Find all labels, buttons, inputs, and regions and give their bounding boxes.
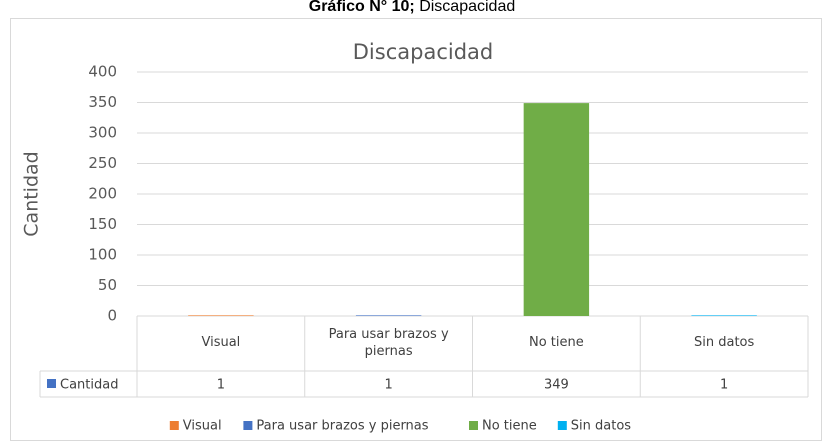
- chart-title: Discapacidad: [353, 40, 493, 64]
- y-tick-label: 50: [98, 276, 117, 294]
- y-tick-label: 250: [88, 154, 117, 172]
- caption: Gráfico N° 10; Discapacidad: [309, 0, 516, 15]
- legend-key: [243, 421, 253, 430]
- table-legend-key: [47, 379, 56, 388]
- bar: [188, 315, 254, 316]
- caption-text: Discapacidad: [419, 0, 515, 15]
- category-label-box: No tiene: [528, 335, 584, 351]
- chart-border: [10, 18, 822, 441]
- y-tick-label: 200: [88, 185, 117, 203]
- legend-label: Para usar brazos y piernas: [256, 419, 428, 434]
- legend-label: Visual: [183, 419, 222, 434]
- table-value: 349: [544, 378, 569, 393]
- table-value: 1: [720, 378, 728, 393]
- table-value: 1: [217, 378, 225, 393]
- category-label-box: Sin datos: [693, 335, 755, 351]
- category-label: Para usar brazos y piernas: [328, 327, 449, 359]
- y-tick-label: 0: [107, 307, 117, 325]
- bar: [523, 103, 590, 316]
- legend-key: [169, 421, 179, 430]
- y-tick-label: 400: [88, 63, 117, 81]
- table-value: 1: [384, 378, 392, 393]
- bar: [355, 315, 422, 316]
- table-series-name: Cantidad: [60, 378, 118, 393]
- caption-bold: Gráfico N° 10;: [309, 0, 415, 15]
- category-label: Sin datos: [693, 335, 755, 351]
- y-tick-label: 350: [88, 93, 117, 111]
- legend-key: [557, 421, 567, 430]
- category-label-box: Para usar brazos y piernas: [328, 327, 449, 359]
- category-label: No tiene: [528, 335, 584, 351]
- legend-label: No tiene: [482, 419, 537, 434]
- legend-key: [469, 421, 478, 430]
- legend-label: Sin datos: [571, 419, 632, 434]
- y-tick-label: 150: [88, 215, 117, 233]
- y-tick-label: 300: [88, 124, 117, 142]
- category-label: Visual: [201, 335, 241, 351]
- bar: [691, 315, 757, 316]
- y-axis-label: Cantidad: [21, 151, 43, 236]
- y-tick-label: 100: [88, 246, 117, 264]
- category-label-box: Visual: [201, 335, 241, 351]
